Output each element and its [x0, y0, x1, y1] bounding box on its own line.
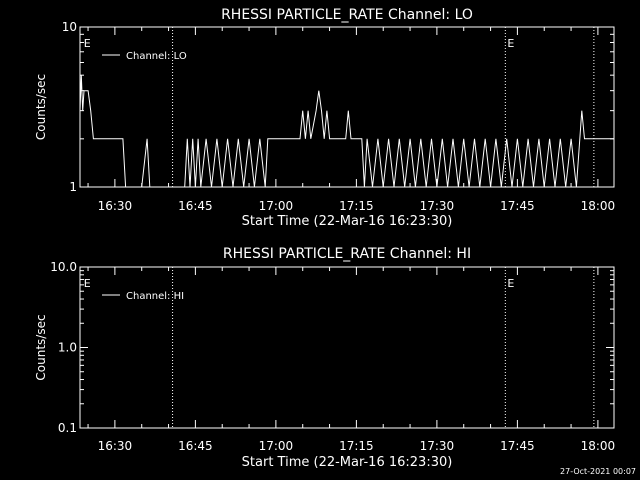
panel-1-x-tick-label: 17:00: [259, 199, 294, 213]
panel-2-x-tick-label: 16:45: [178, 439, 213, 453]
panel-2-legend-entry: Channel: HI: [126, 291, 184, 302]
panel-2-y-tick-label: 10.0: [50, 260, 77, 274]
panel-2-x-tick-label: 17:15: [339, 439, 374, 453]
panel-2-title: RHESSI PARTICLE_RATE Channel: HI: [223, 246, 471, 262]
panel-1-x-axis-label: Start Time (22-Mar-16 16:23:30): [242, 214, 453, 229]
panel-1-x-tick-label: 17:30: [420, 199, 455, 213]
panel-1-x-tick-label: 17:15: [339, 199, 374, 213]
panel-2-x-tick-label: 18:00: [581, 439, 616, 453]
panel-1-y-tick-label: 1: [69, 180, 77, 194]
panel-2-x-axis-label: Start Time (22-Mar-16 16:23:30): [242, 455, 453, 470]
panel-2-event-marker-label: E: [84, 277, 91, 290]
panel-2-y-axis-label: Counts/sec: [34, 314, 48, 380]
panel-1-title: RHESSI PARTICLE_RATE Channel: LO: [221, 7, 473, 23]
panel-1-x-tick-label: 16:45: [178, 199, 213, 213]
panel-2-x-tick-label: 17:00: [259, 439, 294, 453]
panel-2-y-tick-label: 0.1: [58, 421, 77, 435]
panel-1-y-tick-label: 10: [62, 20, 77, 34]
panel-1-x-tick-label: 16:30: [98, 199, 133, 213]
panel-1-event-marker-label: E: [507, 37, 514, 50]
panel-1-y-axis-label: Counts/sec: [34, 74, 48, 140]
panel-2-x-tick-label: 17:45: [500, 439, 535, 453]
panel-1-legend-entry: Channel: LO: [126, 51, 187, 62]
panel-1-x-tick-label: 17:45: [500, 199, 535, 213]
panel-1-x-tick-label: 18:00: [581, 199, 616, 213]
panel-2-event-marker-label: E: [507, 277, 514, 290]
panel-2-x-tick-label: 16:30: [98, 439, 133, 453]
panel-1-event-marker-label: E: [84, 37, 91, 50]
panel-1-series-line: [79, 75, 614, 188]
panel-2-y-tick-label: 1.0: [58, 341, 77, 355]
panel-2-x-tick-label: 17:30: [420, 439, 455, 453]
